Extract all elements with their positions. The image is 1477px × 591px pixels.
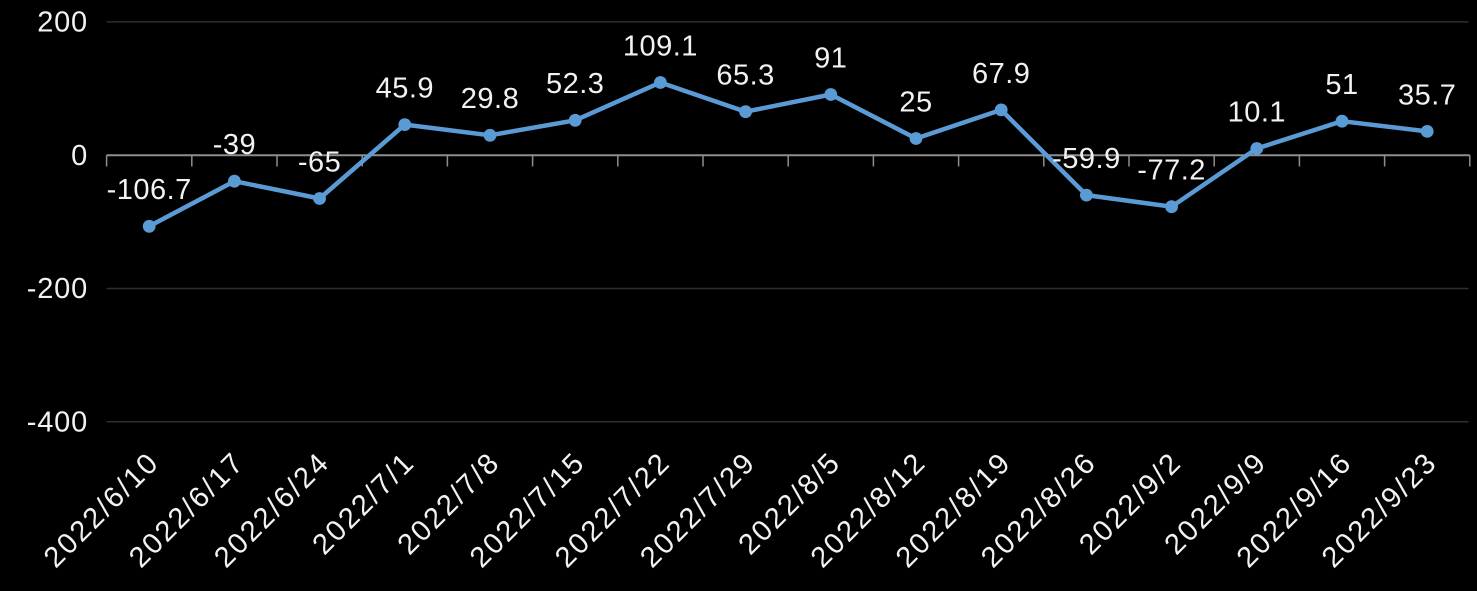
svg-text:-200: -200 [27, 273, 88, 305]
svg-text:67.9: 67.9 [972, 58, 1030, 90]
svg-text:-65: -65 [298, 146, 341, 178]
svg-text:200: 200 [37, 7, 88, 39]
svg-text:-106.7: -106.7 [107, 174, 192, 206]
svg-text:0: 0 [71, 140, 88, 172]
svg-text:109.1: 109.1 [623, 30, 698, 62]
svg-text:-77.2: -77.2 [1137, 155, 1206, 187]
svg-text:-400: -400 [27, 406, 88, 438]
svg-text:10.1: 10.1 [1228, 96, 1286, 128]
svg-text:65.3: 65.3 [716, 60, 774, 92]
svg-text:45.9: 45.9 [376, 73, 434, 105]
svg-text:25: 25 [899, 86, 932, 118]
svg-text:-59.9: -59.9 [1052, 143, 1121, 175]
svg-text:91: 91 [814, 42, 847, 74]
svg-text:52.3: 52.3 [546, 68, 604, 100]
svg-text:35.7: 35.7 [1398, 79, 1456, 111]
svg-text:51: 51 [1325, 69, 1358, 101]
svg-text:-39: -39 [213, 129, 256, 161]
svg-text:29.8: 29.8 [461, 83, 519, 115]
